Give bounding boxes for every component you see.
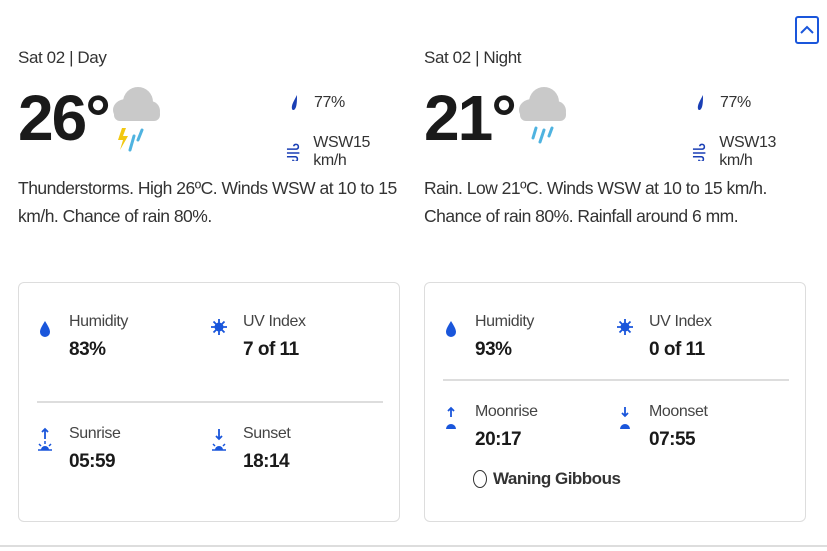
day-details-card: Humidity 83% UV Index 7 of 11 Sunrise 05… xyxy=(18,282,400,522)
humidity-value: 93% xyxy=(475,339,512,360)
divider xyxy=(37,401,383,403)
night-temperature: 21° xyxy=(424,82,517,154)
humidity-label: Humidity xyxy=(475,313,535,330)
day-wind: WSW15 km/h xyxy=(286,134,403,170)
divider xyxy=(443,379,789,381)
night-moonset: Moonset 07:55 xyxy=(617,403,767,463)
night-uv-index: UV Index 0 of 11 xyxy=(617,313,767,373)
raindrop-icon xyxy=(697,95,703,111)
night-date: Sat 02 | Night xyxy=(424,48,522,67)
day-humidity: Humidity 83% xyxy=(37,313,187,373)
day-precipitation: 77% xyxy=(286,94,345,112)
day-description: Thunderstorms. High 26ºC. Winds WSW at 1… xyxy=(18,178,397,226)
humidity-value: 83% xyxy=(69,339,106,360)
thunderstorm-rain-icon xyxy=(113,87,160,152)
humidity-label: Humidity xyxy=(69,313,129,330)
day-forecast: Sat 02 | Day 26° 77% WSW15 km/h Thunders… xyxy=(18,0,403,551)
sunset-value: 18:14 xyxy=(243,451,290,472)
moon-phase-label: Waning Gibbous xyxy=(493,469,621,488)
sunset-label: Sunset xyxy=(243,425,291,442)
sun-icon xyxy=(617,319,633,335)
moonset-value: 07:55 xyxy=(649,429,696,450)
day-sunrise: Sunrise 05:59 xyxy=(37,425,187,485)
wind-icon xyxy=(692,143,706,161)
day-date: Sat 02 | Day xyxy=(18,48,107,67)
uv-value: 0 of 11 xyxy=(649,339,705,360)
sunrise-icon xyxy=(38,427,52,451)
chevron-up-icon xyxy=(800,25,814,34)
night-humidity: Humidity 93% xyxy=(443,313,593,373)
night-details-card: Humidity 93% UV Index 0 of 11 Moonrise 2… xyxy=(424,282,806,522)
moonrise-value: 20:17 xyxy=(475,429,522,450)
moonset-icon xyxy=(620,407,630,429)
day-precip-value: 77% xyxy=(314,94,345,111)
uv-label: UV Index xyxy=(649,313,712,330)
day-temperature: 26° xyxy=(18,82,111,154)
moonset-label: Moonset xyxy=(649,403,708,420)
moonrise-label: Moonrise xyxy=(475,403,538,420)
day-wind-value: WSW15 km/h xyxy=(313,134,370,169)
night-description: Rain. Low 21ºC. Winds WSW at 10 to 15 km… xyxy=(424,178,767,226)
moon-phase: Waning Gibbous xyxy=(473,469,621,489)
sunrise-label: Sunrise xyxy=(69,425,121,442)
night-wind-value: WSW13 km/h xyxy=(719,134,776,169)
night-moonrise: Moonrise 20:17 xyxy=(443,403,593,463)
night-precipitation: 77% xyxy=(692,94,751,112)
moon-phase-icon xyxy=(473,470,487,488)
day-uv-index: UV Index 7 of 11 xyxy=(211,313,361,373)
night-wind: WSW13 km/h xyxy=(692,134,809,170)
collapse-button[interactable] xyxy=(795,16,819,44)
sun-icon xyxy=(211,319,227,335)
raindrop-icon xyxy=(291,95,297,111)
moonrise-icon xyxy=(446,406,456,429)
rain-icon xyxy=(519,87,566,144)
uv-label: UV Index xyxy=(243,313,306,330)
uv-value: 7 of 11 xyxy=(243,339,299,360)
humidity-icon xyxy=(40,321,50,337)
night-forecast: Sat 02 | Night 21° 77% WSW13 km/h Rain. … xyxy=(424,0,809,551)
wind-icon xyxy=(286,143,300,161)
night-precip-value: 77% xyxy=(720,94,751,111)
bottom-divider xyxy=(0,545,827,547)
sunrise-value: 05:59 xyxy=(69,451,116,472)
sunset-icon xyxy=(212,429,226,451)
day-sunset: Sunset 18:14 xyxy=(211,425,361,485)
humidity-icon xyxy=(446,321,456,337)
